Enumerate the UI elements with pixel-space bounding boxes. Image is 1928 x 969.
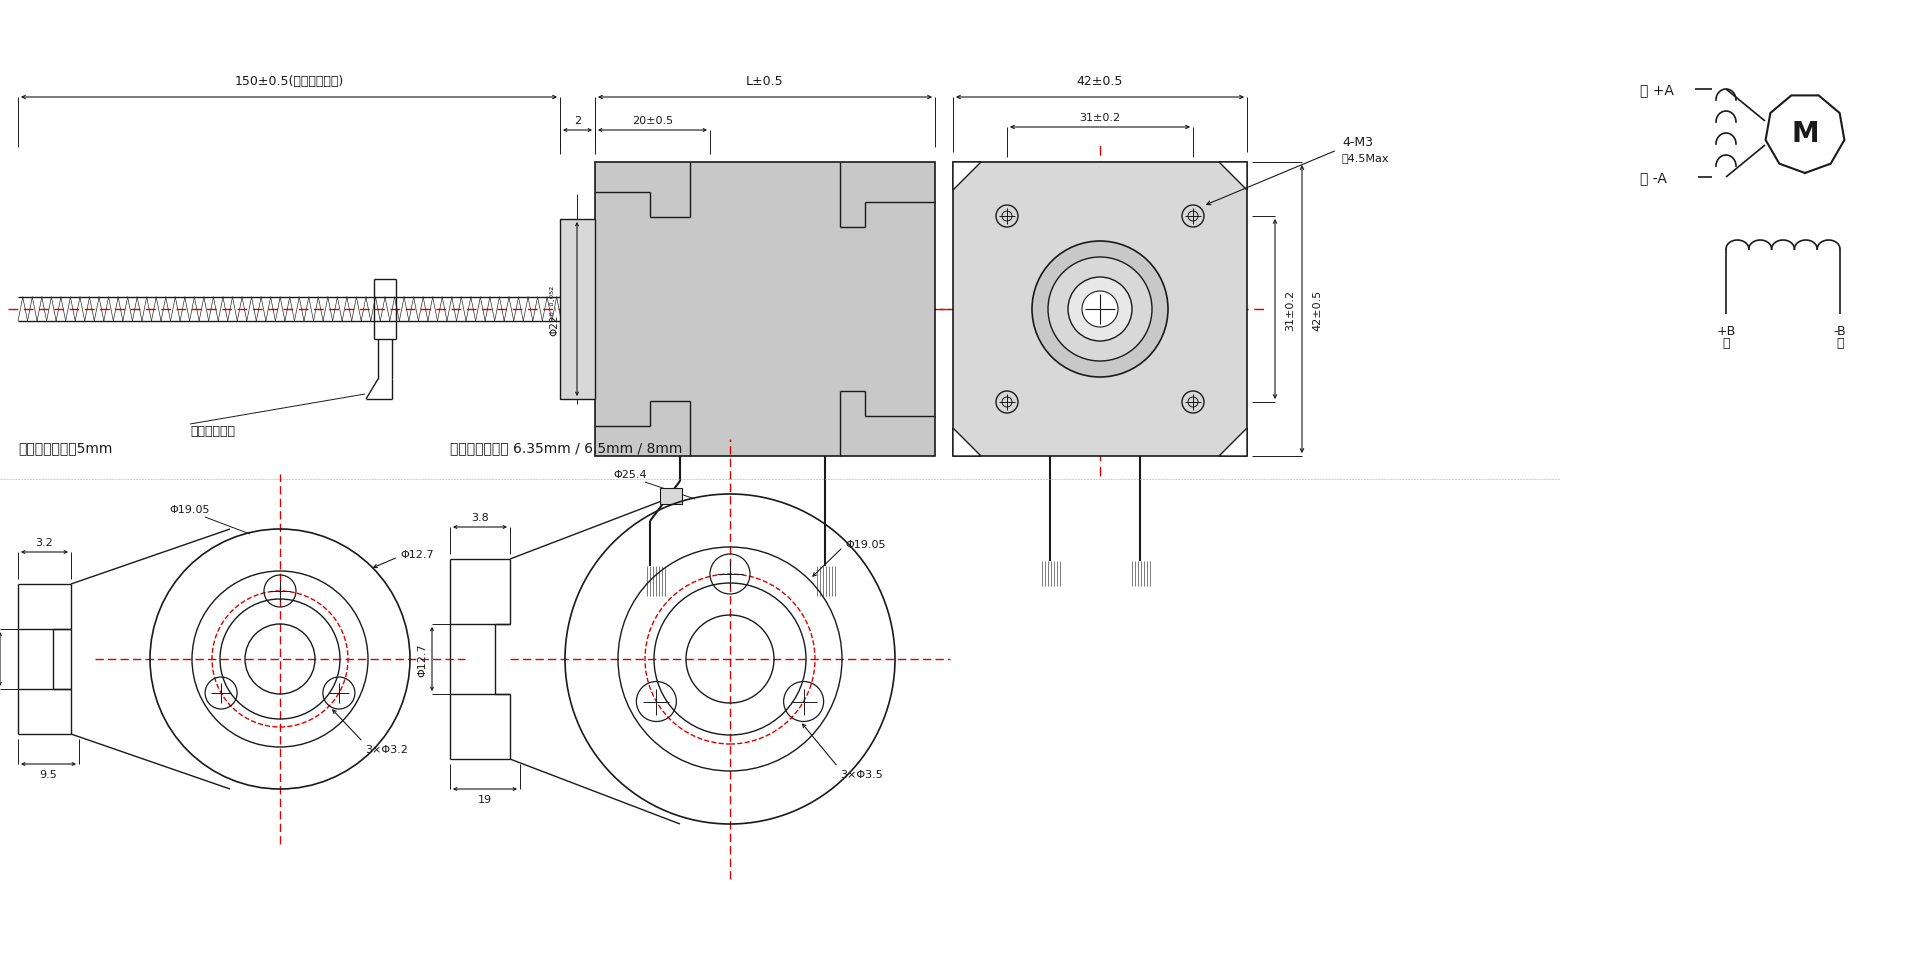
Circle shape bbox=[997, 391, 1018, 414]
Text: 4-M3: 4-M3 bbox=[1342, 137, 1373, 149]
Text: -B: -B bbox=[1834, 325, 1847, 337]
Text: Φ12.7: Φ12.7 bbox=[399, 549, 434, 559]
Text: 150±0.5(可自定义长度): 150±0.5(可自定义长度) bbox=[235, 75, 343, 88]
Text: 梯型丝杆直径：5mm: 梯型丝杆直径：5mm bbox=[17, 441, 112, 454]
Text: 42±0.5: 42±0.5 bbox=[1078, 75, 1124, 88]
Circle shape bbox=[1082, 292, 1118, 328]
Circle shape bbox=[1182, 391, 1203, 414]
Text: 3.8: 3.8 bbox=[470, 513, 490, 522]
Text: 2: 2 bbox=[575, 116, 580, 126]
Text: M: M bbox=[1791, 120, 1818, 148]
Circle shape bbox=[997, 205, 1018, 228]
Text: 蓝 -A: 蓝 -A bbox=[1641, 171, 1668, 185]
Text: +B: +B bbox=[1716, 325, 1735, 337]
Text: 3×Φ3.2: 3×Φ3.2 bbox=[364, 744, 409, 754]
Text: 外部线性螺母: 外部线性螺母 bbox=[191, 424, 235, 438]
Text: 黑: 黑 bbox=[1835, 336, 1843, 350]
Text: 绿: 绿 bbox=[1722, 336, 1729, 350]
FancyBboxPatch shape bbox=[952, 163, 1247, 456]
Polygon shape bbox=[1218, 428, 1247, 456]
Circle shape bbox=[1049, 258, 1153, 361]
Text: 3.2: 3.2 bbox=[35, 538, 54, 547]
Polygon shape bbox=[1766, 96, 1845, 173]
Text: 梯型丝杆直径： 6.35mm / 6.5mm / 8mm: 梯型丝杆直径： 6.35mm / 6.5mm / 8mm bbox=[449, 441, 683, 454]
Polygon shape bbox=[952, 428, 981, 456]
Polygon shape bbox=[1218, 163, 1247, 191]
FancyBboxPatch shape bbox=[559, 220, 596, 399]
Text: 19: 19 bbox=[478, 795, 492, 804]
Circle shape bbox=[1182, 205, 1203, 228]
FancyBboxPatch shape bbox=[659, 488, 683, 505]
Text: 42±0.5: 42±0.5 bbox=[1311, 289, 1323, 330]
Text: Φ25.4: Φ25.4 bbox=[613, 470, 646, 480]
Text: 红 +A: 红 +A bbox=[1641, 83, 1674, 97]
Text: Φ19.05: Φ19.05 bbox=[844, 540, 885, 549]
Text: Φ22⁰₋⁰⋅⁰⁵²: Φ22⁰₋⁰⋅⁰⁵² bbox=[549, 284, 559, 335]
Text: L±0.5: L±0.5 bbox=[746, 75, 785, 88]
Text: 9.5: 9.5 bbox=[40, 769, 58, 779]
Polygon shape bbox=[952, 163, 981, 191]
Text: 31±0.2: 31±0.2 bbox=[1284, 289, 1296, 330]
Circle shape bbox=[1068, 278, 1132, 342]
FancyBboxPatch shape bbox=[596, 163, 935, 456]
Text: 31±0.2: 31±0.2 bbox=[1080, 112, 1120, 123]
Text: 深4.5Max: 深4.5Max bbox=[1342, 153, 1390, 163]
Text: Φ12.7: Φ12.7 bbox=[416, 642, 426, 676]
Text: 20±0.5: 20±0.5 bbox=[632, 116, 673, 126]
Text: Φ19.05: Φ19.05 bbox=[170, 505, 210, 515]
Text: 3×Φ3.5: 3×Φ3.5 bbox=[841, 769, 883, 779]
Circle shape bbox=[1031, 241, 1168, 378]
